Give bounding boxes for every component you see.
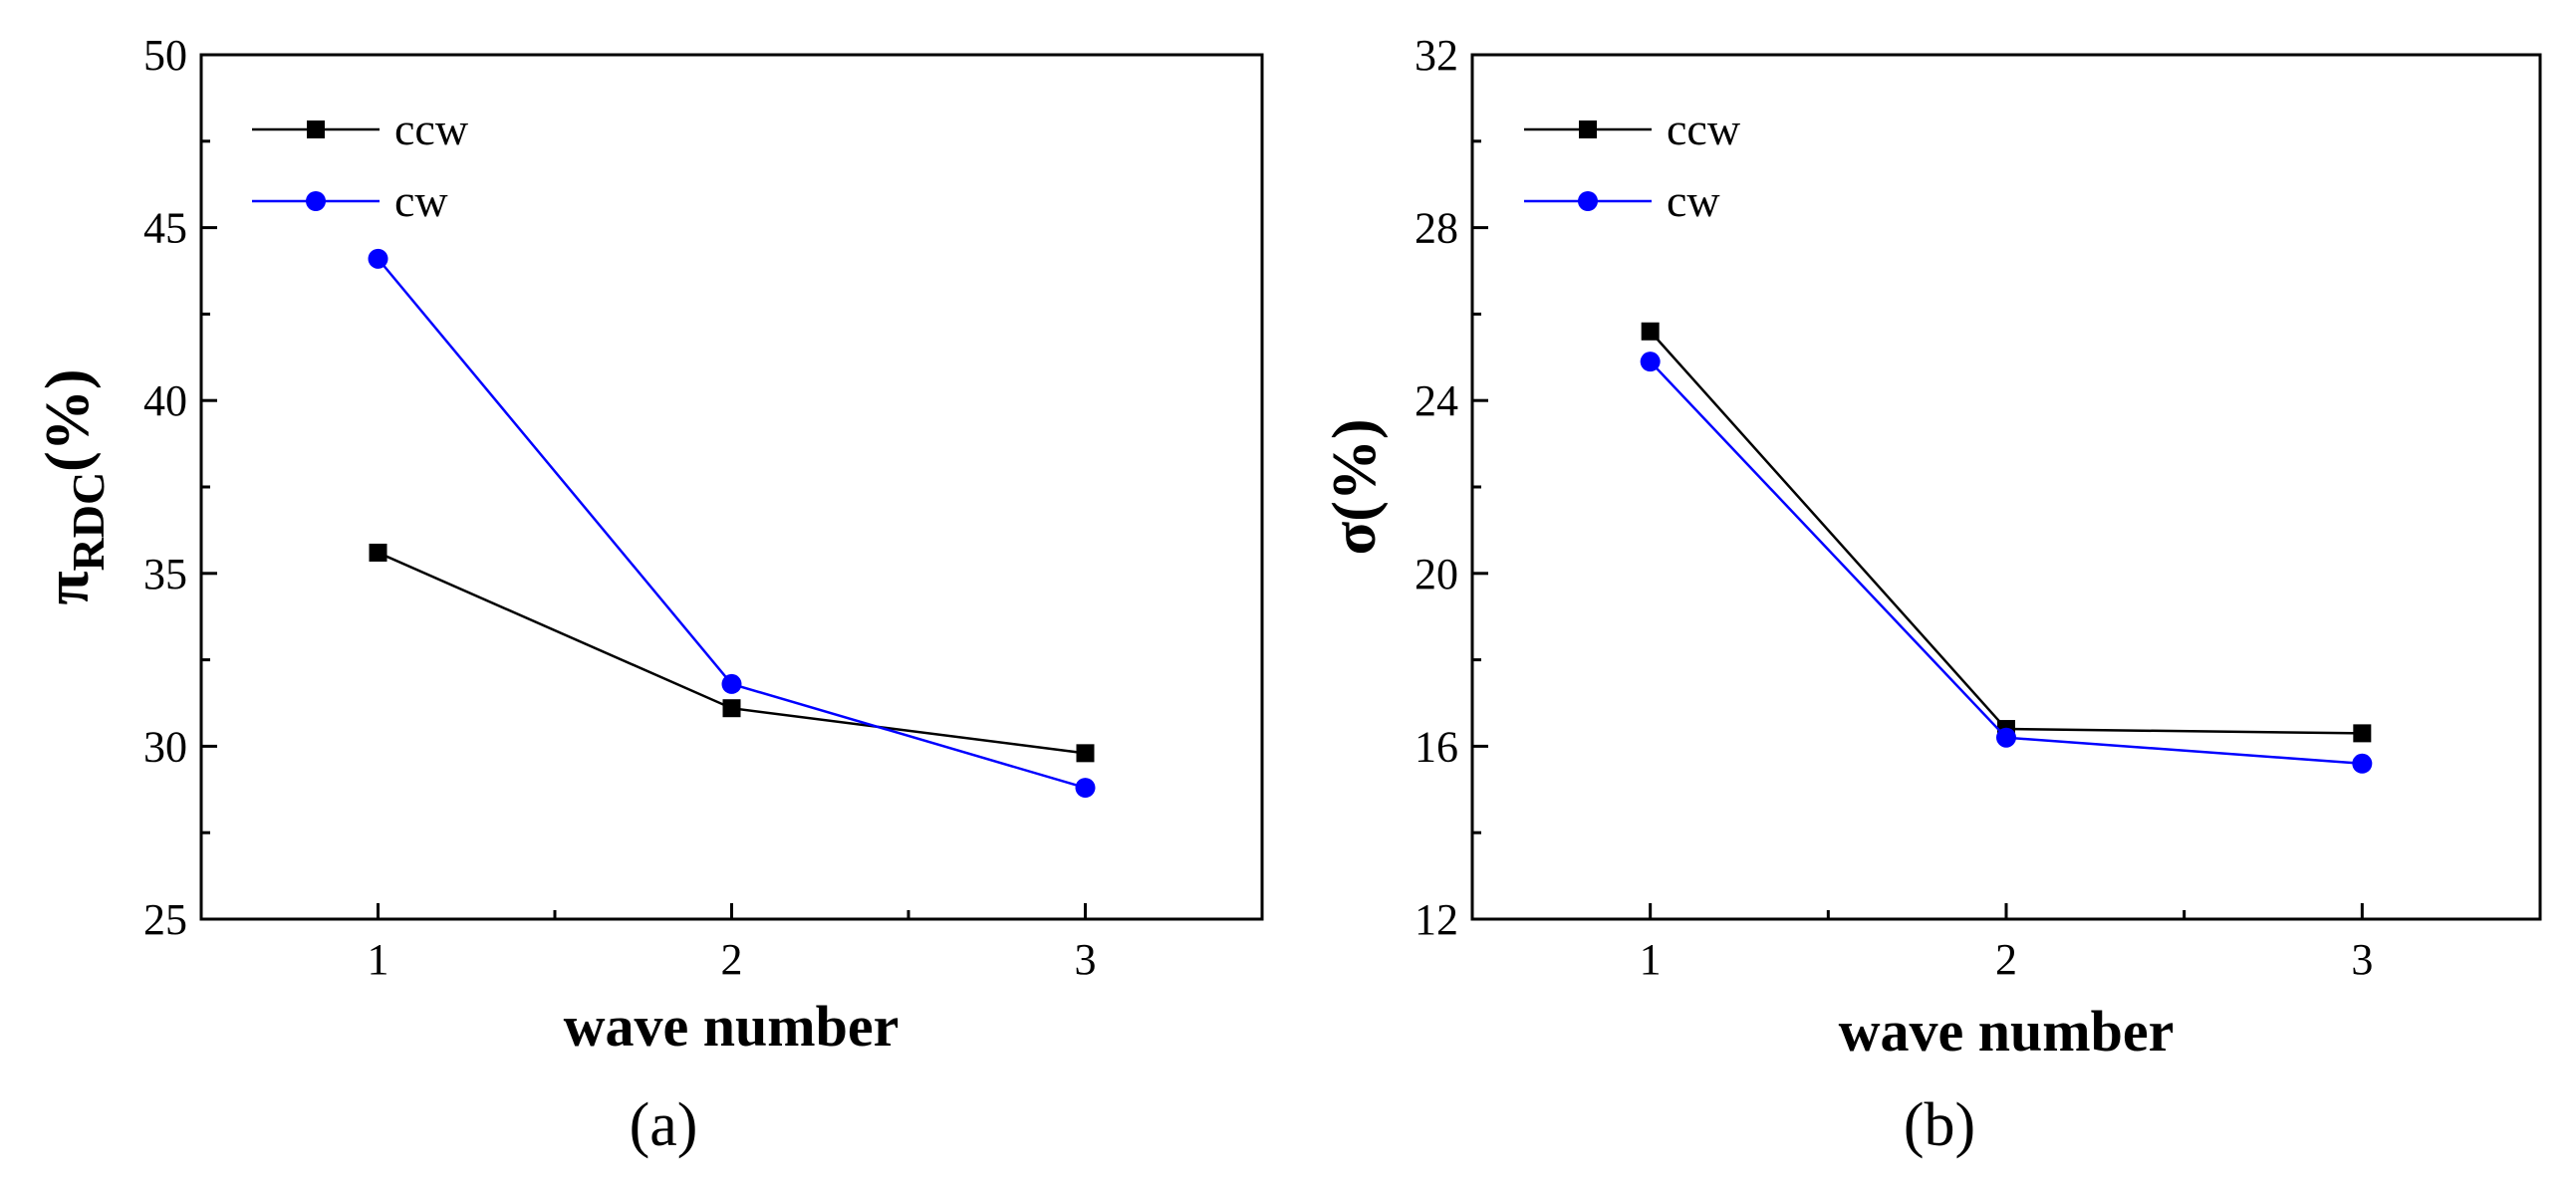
y-tick-label-b: 24 — [1415, 376, 1458, 425]
x-tick-label-a: 1 — [368, 935, 389, 984]
series-cw-b — [1640, 352, 2373, 774]
x-axis-label-a: wave number — [564, 994, 900, 1059]
series-line-ccw-b — [1649, 330, 2363, 735]
series-cw-a — [368, 248, 1096, 799]
plot-frame-a — [199, 53, 1264, 921]
legend-marker-ccw — [1579, 120, 1597, 138]
data-point-cw-a — [721, 673, 742, 694]
data-point-cw-b — [1996, 727, 2016, 748]
y-tick-label-a: 45 — [143, 204, 187, 253]
y-tick-label-a: 25 — [143, 895, 187, 944]
series-ccw-a — [369, 543, 1095, 763]
legend-item-ccw-b: ccw — [1524, 104, 1741, 154]
y-tick-label-a: 50 — [143, 31, 187, 80]
data-point-cw-b — [1640, 352, 1661, 372]
y-axis-label-unit-a: (%) — [34, 369, 102, 472]
data-point-ccw-a — [1076, 744, 1095, 763]
legend-item-cw-b: cw — [1524, 175, 1720, 226]
x-axis-label-b: wave number — [1839, 999, 2175, 1064]
data-point-cw-b — [2352, 753, 2373, 774]
legend-label-cw: cw — [1667, 175, 1720, 226]
legend-label-ccw: ccw — [394, 104, 469, 154]
y-tick-label-a: 30 — [143, 722, 187, 771]
y-tick-label-b: 32 — [1415, 31, 1458, 80]
y-tick-label-a: 35 — [143, 550, 187, 598]
y-axis-label-subscript-a: RDC — [63, 472, 114, 572]
y-tick-label-b: 20 — [1415, 550, 1458, 598]
y-axis-label-symbol-a: π — [34, 571, 102, 604]
series-ccw-b — [1641, 322, 2372, 743]
panel-label-b: (b) — [1904, 1091, 1975, 1159]
x-tick-label-b: 1 — [1640, 935, 1662, 984]
legend-label-ccw: ccw — [1667, 104, 1741, 154]
axes-a: 25 30 35 40 45 50 1 2 3 — [143, 31, 1097, 984]
series-line-ccw-a — [377, 551, 1086, 755]
data-point-ccw-b — [1641, 322, 1660, 341]
x-tick-label-a: 2 — [721, 935, 743, 984]
legend-marker-cw — [1578, 191, 1598, 211]
legend-item-ccw-a: ccw — [252, 104, 469, 154]
x-tick-label-b: 3 — [2351, 935, 2373, 984]
data-point-ccw-a — [722, 699, 741, 718]
plot-frame-b — [1470, 53, 2542, 921]
y-axis-label-b: σ(%) — [1321, 418, 1389, 555]
x-tick-label-b: 2 — [1995, 935, 2017, 984]
legend-item-cw-a: cw — [252, 175, 448, 226]
series-group-a — [368, 248, 1096, 799]
legend-b: ccw cw — [1524, 104, 1741, 226]
panel-label-a: (a) — [630, 1091, 698, 1159]
chart-a: 25 30 35 40 45 50 1 2 3 ccw cw wave number πRDC(%… — [34, 31, 1264, 1159]
series-line-cw-b — [1649, 360, 2363, 766]
y-axis-label-a: πRDC(%) — [34, 369, 114, 605]
legend-a: ccw cw — [252, 104, 469, 226]
data-point-ccw-a — [369, 543, 387, 562]
y-tick-label-a: 40 — [143, 376, 187, 425]
legend-label-cw: cw — [394, 175, 448, 226]
y-tick-label-b: 28 — [1415, 204, 1458, 253]
series-group-b — [1640, 322, 2373, 774]
data-point-cw-a — [1075, 778, 1096, 799]
y-tick-label-b: 12 — [1415, 895, 1458, 944]
legend-marker-cw — [306, 191, 326, 211]
y-axis-label-unit-b: (%) — [1321, 418, 1389, 521]
data-point-ccw-b — [2353, 724, 2372, 743]
y-axis-label-symbol-b: σ — [1321, 522, 1389, 556]
legend-marker-ccw — [307, 120, 325, 138]
x-tick-label-a: 3 — [1075, 935, 1097, 984]
data-point-cw-a — [368, 248, 388, 269]
y-tick-label-b: 16 — [1415, 722, 1458, 771]
